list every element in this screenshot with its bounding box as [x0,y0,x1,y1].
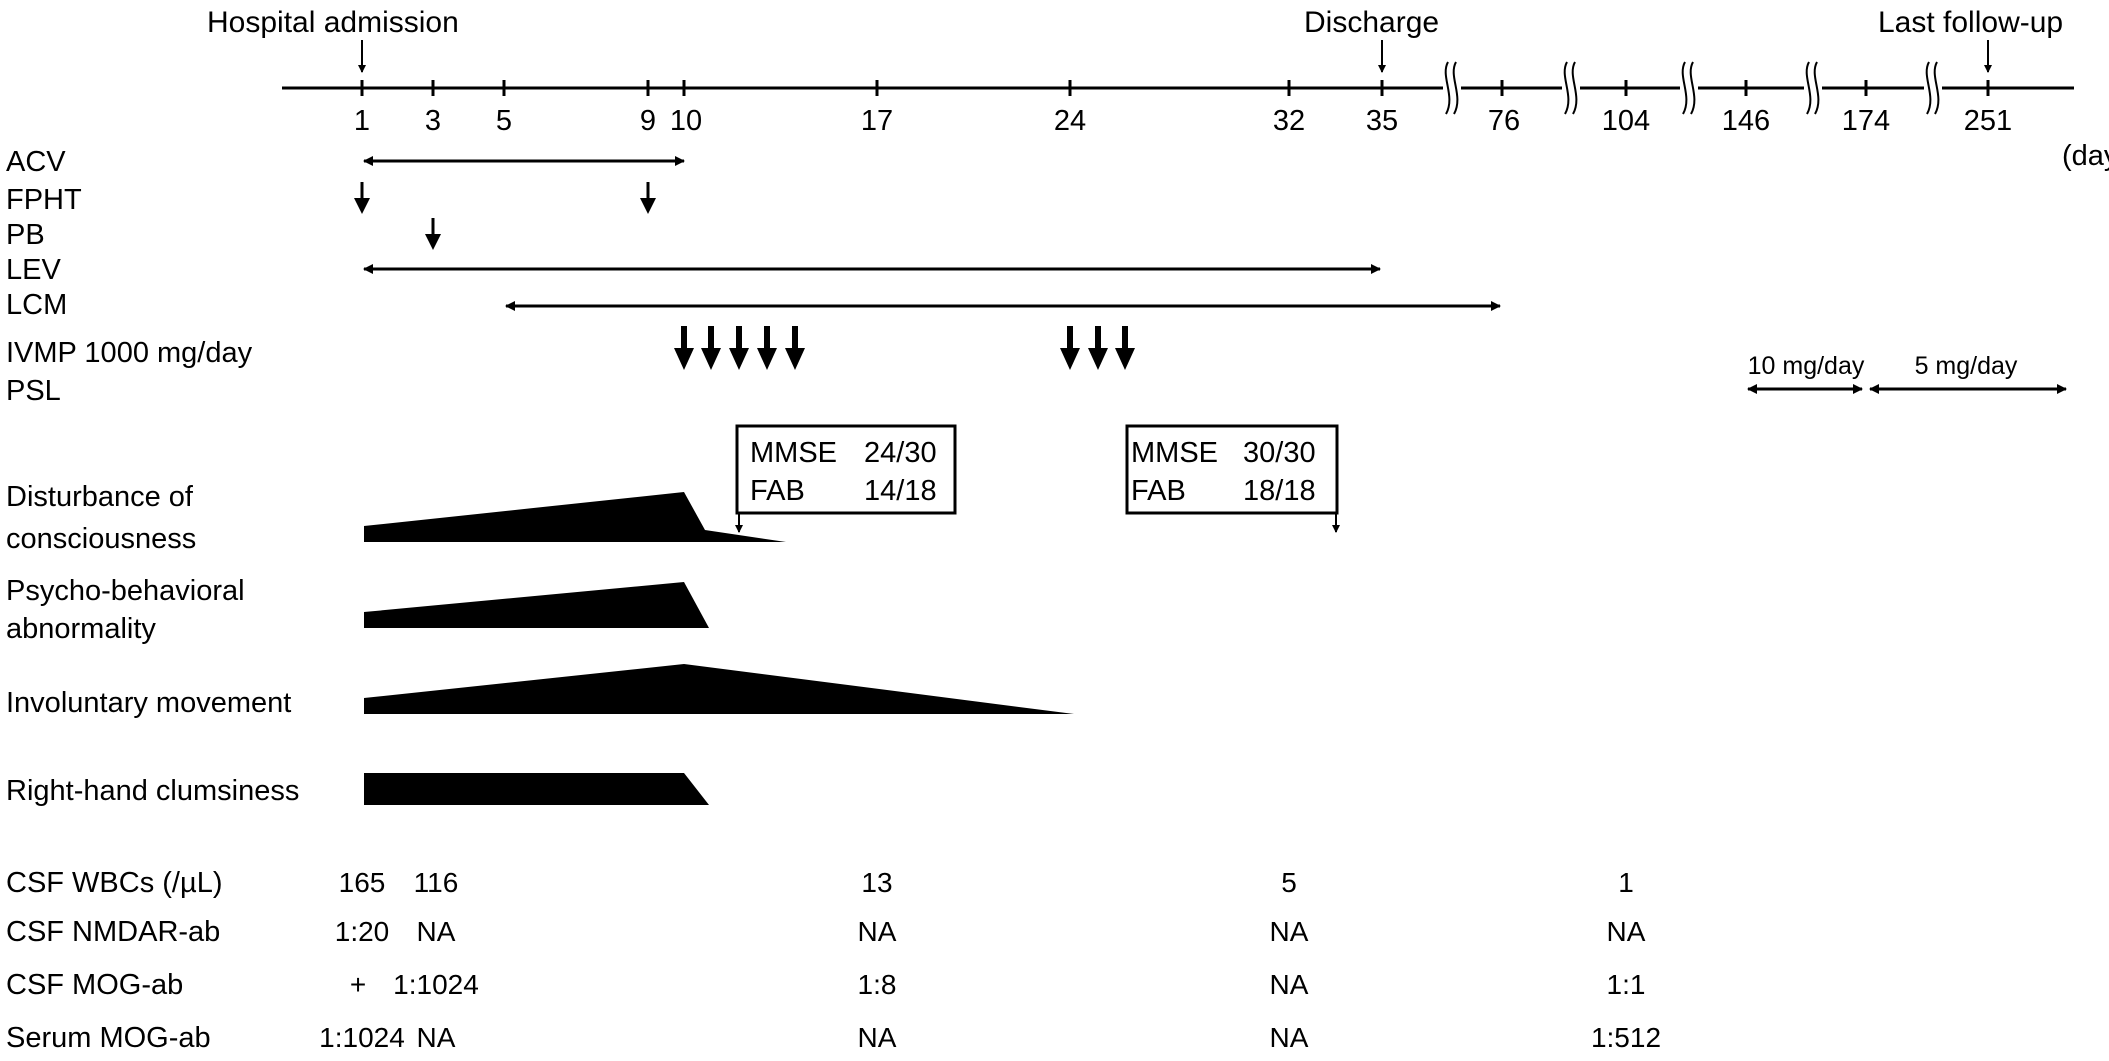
ivmp-pulse-arrows [674,326,1135,370]
treatment-pb: PB [6,219,45,251]
tick-label: 76 [1488,105,1520,137]
fab-label: FAB [1131,475,1186,507]
symptom-psycho-line2: abnormality [6,613,156,645]
lab-value: NA [1270,916,1309,947]
tick-label: 32 [1273,105,1305,137]
symptom-consciousness-line2: consciousness [6,523,196,555]
lab-value: + [350,969,366,1000]
lab-value: NA [417,916,456,947]
tick-label: 251 [1964,105,2012,137]
axis-breaks [1443,58,1942,118]
clumsiness-wedge [364,773,709,805]
lab-value: NA [858,916,897,947]
psycho-wedge [364,582,709,628]
pb-dose-arrow [425,218,441,250]
lab-value: NA [1270,969,1309,1000]
lab-value: 1:1024 [319,1022,405,1053]
tick-label: 3 [425,105,441,137]
tick-label: 35 [1366,105,1398,137]
fab-value: 14/18 [864,475,937,507]
tick-label: 104 [1602,105,1650,137]
assessment-box-2: MMSE 30/30 FAB 18/18 [1125,424,1340,533]
symptom-psycho-line1: Psycho-behavioral [6,575,245,607]
discharge-label: Discharge [1304,6,1439,39]
tick-label: 17 [861,105,893,137]
treatment-psl: PSL [6,375,61,407]
assessment-box-1: MMSE 24/30 FAB 14/18 [735,424,957,533]
lab-serum-mog-label: Serum MOG-ab [6,1022,211,1054]
lab-value: 5 [1281,867,1297,898]
tick-label: 10 [670,105,702,137]
fpht-dose-arrows [354,182,656,214]
lab-value: NA [417,1022,456,1053]
treatment-lcm: LCM [6,289,67,321]
lab-value: NA [1270,1022,1309,1053]
lab-value: 1:512 [1591,1022,1661,1053]
symptom-consciousness-line1: Disturbance of [6,481,194,513]
psl-dose-5: 5 mg/day [1915,352,2018,380]
lab-value: 13 [861,867,892,898]
symptom-involuntary: Involuntary movement [6,687,291,719]
treatment-lev: LEV [6,254,61,286]
lab-value: 165 [339,867,386,898]
mmse-label: MMSE [750,437,837,469]
lab-value: 1:20 [335,916,390,947]
treatment-ivmp: IVMP 1000 mg/day [6,337,253,369]
lab-value: NA [858,1022,897,1053]
axis-ticks [360,80,1990,96]
treatment-acv: ACV [6,146,66,178]
lab-value: 1:1 [1607,969,1646,1000]
mmse-value: 24/30 [864,437,937,469]
admission-label: Hospital admission [207,6,459,39]
lab-csf-wbc-label: CSF WBCs (/µL) [6,867,222,899]
tick-label: 24 [1054,105,1086,137]
tick-label: 1 [354,105,370,137]
treatment-fpht: FPHT [6,184,82,216]
lab-value: 1:1024 [393,969,479,1000]
psl-dose-10: 10 mg/day [1748,352,1865,380]
fab-value: 18/18 [1243,475,1316,507]
tick-label: 146 [1722,105,1770,137]
mmse-label: MMSE [1131,437,1218,469]
tick-label: 174 [1842,105,1890,137]
symptom-clumsiness: Right-hand clumsiness [6,775,299,807]
lab-csf-mog-label: CSF MOG-ab [6,969,183,1001]
fab-label: FAB [750,475,805,507]
tick-label: 9 [640,105,656,137]
axis-unit: (day) [2062,140,2109,172]
involuntary-wedge [364,664,1074,714]
lab-value: NA [1607,916,1646,947]
lab-value: 1:8 [858,969,897,1000]
mmse-value: 30/30 [1243,437,1316,469]
tick-label: 5 [496,105,512,137]
last-followup-label: Last follow-up [1878,6,2063,39]
lab-value: 116 [414,867,459,898]
consciousness-wedge [364,492,786,542]
lab-csf-nmdar-label: CSF NMDAR-ab [6,916,220,948]
lab-value: 1 [1618,867,1634,898]
